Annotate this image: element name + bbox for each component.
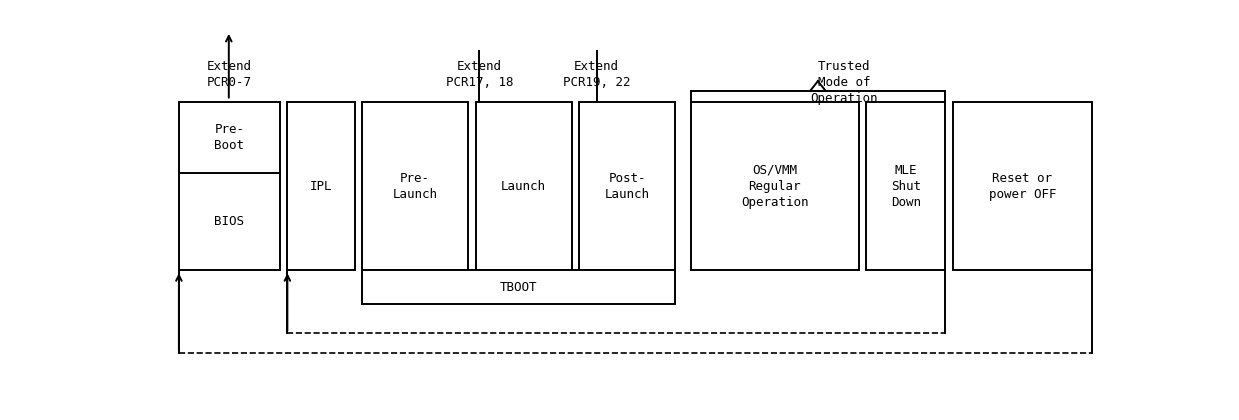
Text: IPL: IPL (310, 180, 332, 193)
Text: MLE
Shut
Down: MLE Shut Down (891, 164, 921, 209)
Text: Reset or
power OFF: Reset or power OFF (989, 172, 1056, 201)
Bar (476, 102, 571, 270)
Text: TBOOT: TBOOT (501, 281, 538, 294)
Bar (866, 102, 945, 270)
Bar (580, 102, 675, 270)
Text: Post-
Launch: Post- Launch (605, 172, 649, 201)
Text: Extend
PCR0-7: Extend PCR0-7 (207, 60, 252, 89)
Bar (178, 102, 280, 270)
Text: Extend
PCR17, 18: Extend PCR17, 18 (446, 60, 513, 89)
Bar (362, 102, 468, 270)
Bar (953, 102, 1092, 270)
Text: Trusted
Mode of
Operation: Trusted Mode of Operation (810, 60, 878, 105)
Text: Pre-
Launch: Pre- Launch (393, 172, 437, 201)
Bar (362, 270, 675, 304)
Bar (690, 102, 859, 270)
Text: BIOS: BIOS (214, 215, 244, 228)
Text: OS/VMM
Regular
Operation: OS/VMM Regular Operation (741, 164, 809, 209)
Bar (287, 102, 354, 270)
Text: Extend
PCR19, 22: Extend PCR19, 22 (563, 60, 631, 89)
Text: Launch: Launch (501, 180, 546, 193)
Text: Pre-
Boot: Pre- Boot (214, 123, 244, 152)
